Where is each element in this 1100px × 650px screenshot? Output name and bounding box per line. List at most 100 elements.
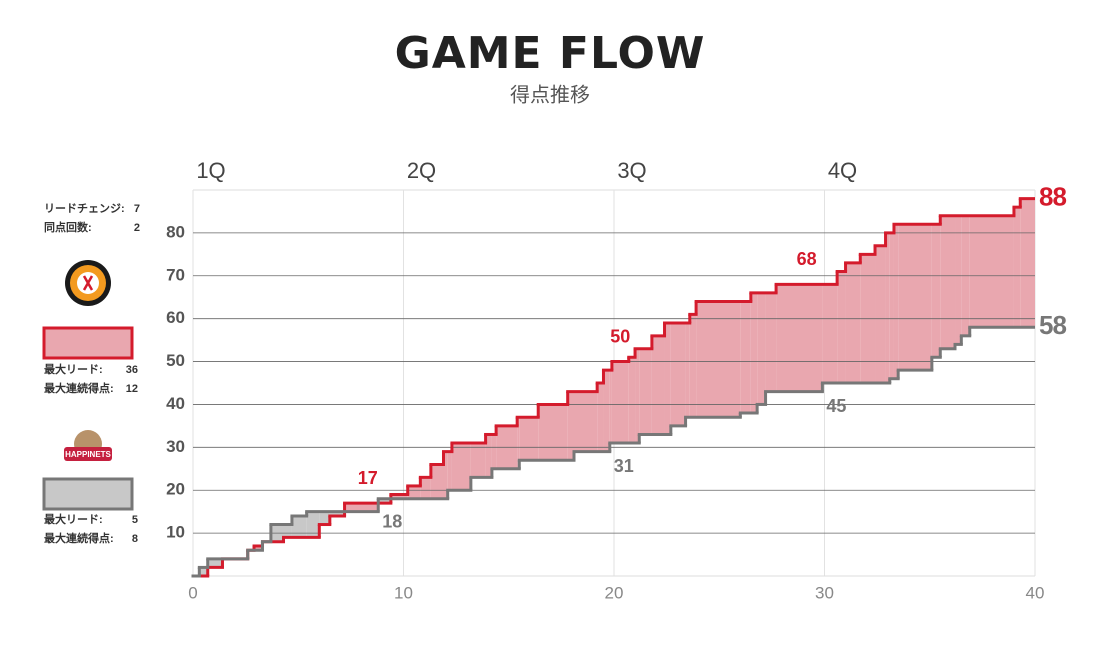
lead-area: [664, 322, 671, 435]
lead-area: [609, 370, 612, 444]
logo-text: HAPPINETS: [65, 450, 111, 459]
lead-area: [597, 383, 604, 452]
lead-area: [898, 224, 932, 371]
x-tick-label: 20: [605, 583, 624, 602]
team-logo: [65, 260, 111, 306]
lead-area: [750, 292, 758, 414]
lead-area: [603, 370, 610, 452]
lead-area: [670, 322, 686, 426]
score-label: 68: [797, 249, 817, 269]
quarter-label: 1Q: [196, 158, 225, 183]
lead-area: [696, 301, 741, 418]
max-lead-label: 最大リード:: [44, 362, 103, 376]
lead-area: [685, 322, 690, 418]
lead-area: [291, 515, 307, 538]
lead-area: [639, 348, 652, 435]
quarter-label: 2Q: [407, 158, 436, 183]
max-run-value: 8: [132, 533, 138, 545]
x-tick-label: 30: [815, 583, 834, 602]
lead-area: [344, 503, 379, 512]
x-tick-label: 10: [394, 583, 413, 602]
lead-area: [407, 485, 421, 499]
lead-area: [931, 224, 941, 358]
score-label: 17: [358, 468, 378, 488]
y-tick-label: 40: [166, 394, 185, 413]
lead-area: [740, 301, 751, 414]
max-run-label: 最大連続得点:: [44, 381, 114, 395]
lead-area: [635, 348, 640, 444]
lead-area: [889, 232, 894, 379]
lead-area: [420, 477, 431, 499]
y-tick-label: 60: [166, 308, 185, 327]
lead-area: [628, 357, 636, 444]
lead-area: [329, 511, 345, 516]
lead-area: [519, 417, 539, 461]
score-label: 45: [826, 396, 846, 416]
lead-changes-label: リードチェンジ:: [44, 202, 125, 215]
lead-area: [538, 404, 568, 461]
lead-area: [447, 451, 452, 491]
team-legend-swatch: [42, 326, 134, 360]
lead-area: [306, 511, 320, 538]
lead-area: [651, 335, 665, 435]
ties-value: 2: [134, 222, 140, 234]
max-run-label: 最大連続得点:: [44, 531, 114, 545]
lead-area: [776, 284, 823, 392]
lead-area: [611, 361, 629, 444]
y-tick-label: 70: [166, 265, 185, 284]
chart-subtitle: 得点推移: [510, 83, 590, 106]
team-logo: HAPPINETS: [64, 430, 112, 461]
score-label: 18: [382, 512, 402, 532]
lead-area: [390, 494, 408, 499]
lead-area: [451, 443, 471, 491]
x-tick-label: 0: [188, 583, 197, 602]
score-label: 31: [614, 456, 634, 476]
quarter-label: 4Q: [828, 158, 857, 183]
chart-title: GAME FLOW: [395, 28, 706, 79]
max-run-value: 12: [126, 383, 138, 395]
lead-area: [567, 391, 575, 461]
y-tick-label: 10: [166, 523, 185, 542]
y-tick-label: 30: [166, 437, 185, 456]
y-tick-label: 80: [166, 222, 185, 241]
lead-area: [1020, 198, 1035, 328]
y-tick-label: 50: [166, 351, 185, 370]
lead-area: [254, 545, 263, 551]
y-tick-label: 20: [166, 480, 185, 499]
lead-area: [689, 314, 697, 418]
lead-area: [443, 451, 448, 499]
lead-area: [837, 271, 846, 383]
lead-area: [822, 284, 838, 383]
lead-area: [430, 464, 444, 499]
quarter-label: 3Q: [617, 158, 646, 183]
lead-area: [485, 434, 492, 478]
lead-area: [1013, 207, 1021, 328]
lead-area: [893, 224, 899, 379]
lead-area: [885, 232, 890, 383]
score-label: 50: [610, 326, 630, 346]
lead-area: [845, 262, 861, 383]
lead-area: [875, 245, 886, 383]
max-lead-value: 36: [126, 364, 138, 376]
max-lead-label: 最大リード:: [44, 512, 103, 526]
lead-area: [955, 215, 962, 345]
lead-area: [378, 498, 391, 504]
ties-label: 同点回数:: [44, 220, 92, 234]
lead-area: [517, 417, 520, 469]
final-score: 88: [1039, 181, 1066, 211]
lead-area: [491, 434, 497, 469]
final-score: 58: [1039, 310, 1066, 340]
team-legend-swatch: [42, 477, 134, 511]
lead-area: [199, 567, 208, 576]
lead-area: [470, 443, 486, 478]
lead-area: [765, 292, 777, 392]
lead-area: [969, 215, 1014, 328]
lead-area: [574, 391, 598, 452]
lead-changes-value: 7: [134, 203, 140, 215]
lead-area: [757, 292, 766, 405]
lead-area: [283, 524, 292, 538]
lead-area: [207, 558, 223, 568]
max-lead-value: 5: [132, 514, 138, 526]
lead-area: [319, 511, 330, 525]
